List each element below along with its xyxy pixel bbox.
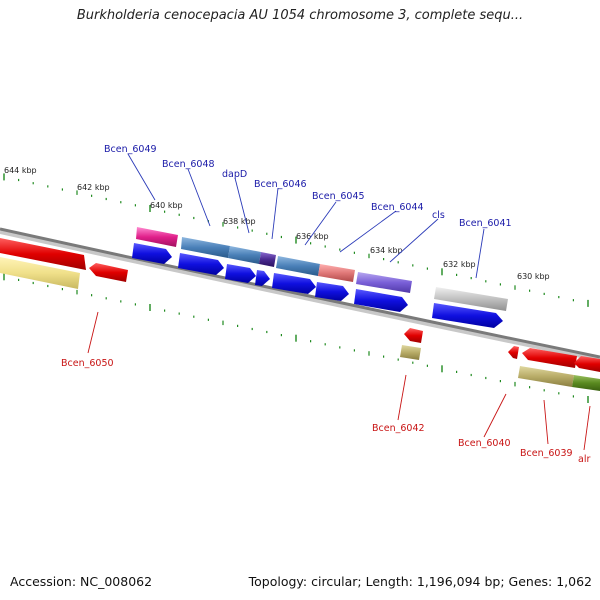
feature-bcen-6046-rna[interactable] bbox=[259, 252, 276, 267]
cds-bcen-6045b[interactable] bbox=[315, 282, 349, 301]
backbone bbox=[0, 227, 600, 359]
cds-bcen-6039[interactable] bbox=[522, 348, 577, 368]
forward-features bbox=[132, 227, 508, 328]
cds-alr[interactable] bbox=[574, 356, 600, 372]
feature-bcen-6041-rna[interactable] bbox=[434, 287, 508, 311]
gene-label-bcen-6049[interactable]: Bcen_6049 bbox=[104, 144, 157, 155]
cds-bcen-6040[interactable] bbox=[508, 346, 519, 359]
rna-bcen-6050[interactable] bbox=[0, 257, 80, 289]
map-title: Burkholderia cenocepacia AU 1054 chromos… bbox=[76, 8, 524, 23]
gene-label-bcen-6041[interactable]: Bcen_6041 bbox=[459, 218, 512, 229]
cds-left-small[interactable] bbox=[89, 263, 128, 282]
cds-bcen-6044[interactable] bbox=[354, 289, 408, 312]
map-svg: 644 kbp 642 kbp 640 kbp 638 kbp 636 kbp … bbox=[0, 144, 600, 465]
rna-alr[interactable] bbox=[572, 375, 600, 391]
gene-label-bcen-6046[interactable]: Bcen_6046 bbox=[254, 179, 307, 190]
reverse-leaders bbox=[87, 311, 591, 451]
cds-bcen-6042[interactable] bbox=[404, 328, 423, 343]
cds-bcen-6048[interactable] bbox=[178, 253, 224, 275]
cds-bcen-6045a[interactable] bbox=[272, 273, 316, 294]
scale-label: 630 kbp bbox=[517, 272, 550, 281]
gene-label-cls[interactable]: cls bbox=[432, 210, 445, 221]
reverse-features bbox=[0, 238, 600, 391]
scale-label: 642 kbp bbox=[77, 183, 110, 192]
gene-label-alr[interactable]: alr bbox=[578, 454, 590, 465]
gene-label-bcen-6045[interactable]: Bcen_6045 bbox=[312, 191, 365, 202]
feature-bcen-6048-rna[interactable] bbox=[181, 237, 230, 258]
feature-bcen-6049-rna[interactable] bbox=[136, 227, 178, 247]
gene-label-bcen-6039[interactable]: Bcen_6039 bbox=[520, 448, 573, 459]
gene-label-bcen-6050[interactable]: Bcen_6050 bbox=[61, 358, 114, 369]
inner-tick-track bbox=[3, 273, 589, 403]
forward-leaders bbox=[127, 153, 485, 279]
rna-bcen-6042[interactable] bbox=[400, 345, 421, 360]
gene-label-dapd[interactable]: dapD bbox=[222, 169, 247, 180]
outer-tick-track bbox=[3, 173, 589, 307]
scale-label: 634 kbp bbox=[370, 246, 403, 255]
cds-bcen-6050[interactable] bbox=[0, 238, 86, 270]
feature-dapd-rna[interactable] bbox=[228, 246, 261, 264]
feature-bcen-6045a-rna[interactable] bbox=[276, 256, 320, 276]
cds-bcen-6046[interactable] bbox=[255, 270, 270, 286]
accession-label: Accession: NC_008062 bbox=[10, 574, 153, 589]
cds-dapd[interactable] bbox=[225, 264, 256, 283]
backbone-shadow bbox=[0, 230, 600, 362]
rna-bcen-6040[interactable] bbox=[518, 366, 574, 387]
gene-label-bcen-6040[interactable]: Bcen_6040 bbox=[458, 438, 511, 449]
scale-label: 640 kbp bbox=[150, 201, 183, 210]
feature-bcen-6044-rna[interactable] bbox=[356, 272, 412, 293]
topology-summary: Topology: circular; Length: 1,196,094 bp… bbox=[248, 574, 592, 589]
gene-label-bcen-6048[interactable]: Bcen_6048 bbox=[162, 159, 215, 170]
gene-label-bcen-6042[interactable]: Bcen_6042 bbox=[372, 423, 425, 434]
gene-label-bcen-6044[interactable]: Bcen_6044 bbox=[371, 202, 424, 213]
cds-bcen-6049[interactable] bbox=[132, 243, 172, 264]
scale-label: 636 kbp bbox=[296, 232, 329, 241]
scale-label: 638 kbp bbox=[223, 217, 256, 226]
scale-label: 632 kbp bbox=[443, 260, 476, 269]
feature-bcen-6045b-rna[interactable] bbox=[318, 264, 355, 282]
cds-bcen-6041[interactable] bbox=[432, 303, 503, 328]
scale-label: 644 kbp bbox=[4, 166, 37, 175]
